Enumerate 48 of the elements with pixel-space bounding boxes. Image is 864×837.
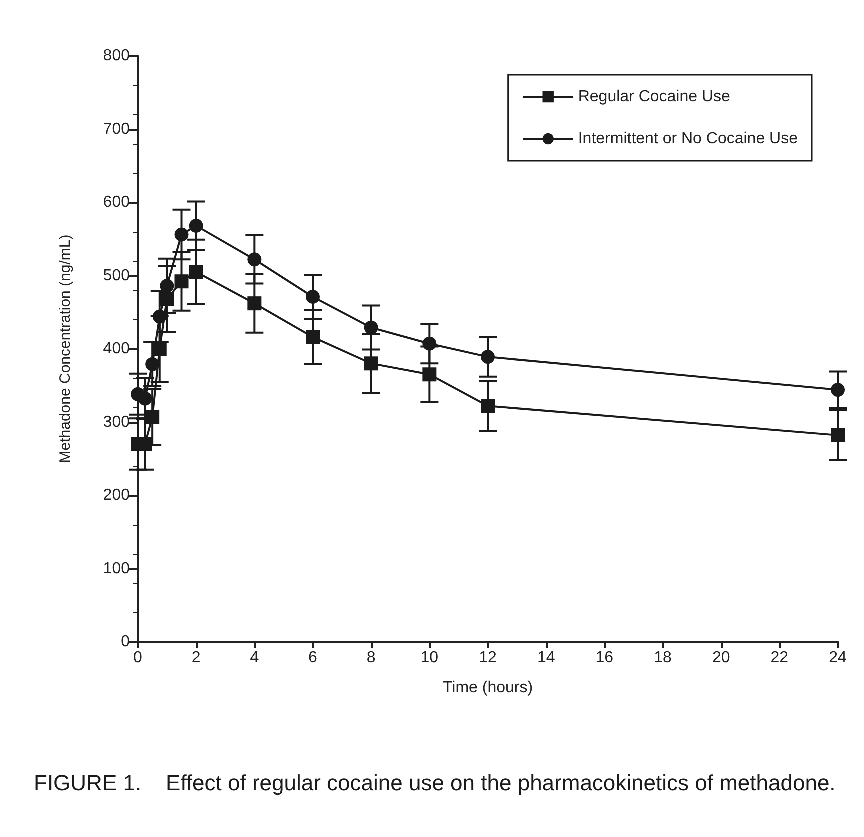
y-tick-label: 600 xyxy=(103,194,130,211)
x-tick-label: 2 xyxy=(192,650,201,666)
x-tick-label: 0 xyxy=(134,650,143,666)
y-tick-label: 200 xyxy=(103,487,130,504)
x-tick-label: 22 xyxy=(770,650,789,666)
point xyxy=(146,410,160,424)
x-tick-label: 18 xyxy=(654,650,672,666)
x-axis-title: Time (hours) xyxy=(442,680,534,696)
point xyxy=(138,437,152,452)
point xyxy=(248,252,262,267)
y-tick-label: 400 xyxy=(103,340,130,358)
x-tick-label: 24 xyxy=(829,650,847,666)
point xyxy=(189,218,204,233)
y-tick-label: 500 xyxy=(103,267,130,284)
point xyxy=(248,296,262,311)
point xyxy=(138,392,152,406)
caption: FIGURE 1. Effect of regular cocaine use on the pharmacokinetics of methadone. xyxy=(34,770,836,796)
legend-label: Intermittent or No Cocaine Use xyxy=(578,130,798,148)
point xyxy=(160,279,174,293)
point xyxy=(146,357,160,372)
legend-label: Regular Cocaine Use xyxy=(578,88,731,106)
y-tick-label: 700 xyxy=(103,120,130,138)
point xyxy=(189,265,204,280)
point xyxy=(831,428,845,442)
y-tick-label: 800 xyxy=(103,48,130,64)
point xyxy=(174,274,189,289)
x-tick-label: 14 xyxy=(537,650,556,666)
x-tick-label: 8 xyxy=(366,650,376,666)
y-axis-title: Methadone Concentration (ng/mL) xyxy=(57,234,74,464)
point xyxy=(422,336,437,351)
x-tick-label: 16 xyxy=(596,650,614,666)
point xyxy=(481,350,495,364)
x-tick-label: 6 xyxy=(308,650,318,666)
point xyxy=(831,383,845,398)
y-tick-label: 300 xyxy=(103,414,130,431)
x-tick-label: 10 xyxy=(420,650,439,666)
x-tick-label: 20 xyxy=(712,650,730,666)
point xyxy=(364,356,378,371)
y-tick-label: 100 xyxy=(103,560,130,578)
point xyxy=(364,320,378,335)
point xyxy=(306,330,320,344)
point xyxy=(481,399,495,414)
point xyxy=(422,368,437,382)
x-tick-label: 4 xyxy=(250,650,260,666)
point xyxy=(306,290,320,304)
x-tick-label: 12 xyxy=(479,650,497,666)
point xyxy=(174,228,189,242)
point xyxy=(160,292,174,306)
